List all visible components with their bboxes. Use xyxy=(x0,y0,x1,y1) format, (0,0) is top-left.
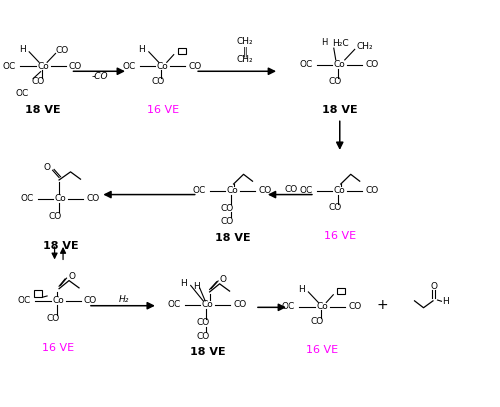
Text: CH₂: CH₂ xyxy=(236,55,254,64)
Text: 16 VE: 16 VE xyxy=(324,231,356,241)
Text: CO: CO xyxy=(348,302,362,311)
Text: OC: OC xyxy=(299,186,312,195)
Text: CO: CO xyxy=(221,217,234,226)
Text: Co: Co xyxy=(334,60,345,69)
Text: O: O xyxy=(431,282,438,291)
Text: CO: CO xyxy=(69,62,82,71)
Text: 16 VE: 16 VE xyxy=(42,343,74,353)
Text: H: H xyxy=(19,45,26,54)
Text: CO: CO xyxy=(84,296,97,305)
Text: 16 VE: 16 VE xyxy=(146,105,179,115)
Text: CO: CO xyxy=(221,204,234,213)
Text: OC: OC xyxy=(282,302,295,311)
Text: CO: CO xyxy=(151,77,164,86)
Text: CO: CO xyxy=(196,332,209,341)
Text: 18 VE: 18 VE xyxy=(42,241,78,251)
Text: CO: CO xyxy=(188,62,202,71)
Text: -CO: -CO xyxy=(91,72,108,81)
Bar xyxy=(178,48,186,54)
Text: Co: Co xyxy=(157,62,168,71)
Text: H: H xyxy=(298,285,304,294)
Text: O: O xyxy=(43,163,50,172)
Text: +: + xyxy=(376,298,388,312)
Text: Co: Co xyxy=(226,186,238,195)
Text: CO: CO xyxy=(310,317,324,326)
Text: Co: Co xyxy=(52,296,64,305)
Text: OC: OC xyxy=(167,300,180,309)
Text: CO: CO xyxy=(234,300,246,309)
Text: OC: OC xyxy=(18,296,31,305)
Text: CO: CO xyxy=(196,318,209,327)
Text: CO: CO xyxy=(366,60,379,69)
Text: CO: CO xyxy=(284,185,298,194)
Text: O: O xyxy=(219,275,226,284)
Text: CO: CO xyxy=(366,186,379,195)
Text: OC: OC xyxy=(299,60,312,69)
Text: Co: Co xyxy=(316,302,328,311)
Text: H: H xyxy=(138,45,145,54)
Text: OC: OC xyxy=(192,186,205,195)
Bar xyxy=(338,288,345,294)
Text: CH₂: CH₂ xyxy=(356,42,373,50)
Text: OC: OC xyxy=(122,62,136,71)
Text: CO: CO xyxy=(328,203,342,212)
Text: H₂C: H₂C xyxy=(332,39,349,48)
Text: 18 VE: 18 VE xyxy=(190,347,226,357)
Text: O: O xyxy=(68,272,75,281)
Text: Co: Co xyxy=(334,186,345,195)
Text: H: H xyxy=(194,282,200,291)
Text: OC: OC xyxy=(20,194,34,203)
Bar xyxy=(34,290,42,297)
Text: Co: Co xyxy=(54,194,66,203)
Text: CO: CO xyxy=(258,186,272,195)
Text: 18 VE: 18 VE xyxy=(215,233,250,243)
Text: OC: OC xyxy=(16,90,29,98)
Text: Co: Co xyxy=(37,62,49,71)
Text: CO: CO xyxy=(32,77,44,86)
Text: H₂: H₂ xyxy=(119,295,130,304)
Text: ‖: ‖ xyxy=(242,46,248,57)
Text: CO: CO xyxy=(49,212,62,221)
Text: CO: CO xyxy=(56,46,68,55)
Text: 18 VE: 18 VE xyxy=(26,105,61,115)
Text: H: H xyxy=(322,38,328,47)
Text: 16 VE: 16 VE xyxy=(306,345,338,355)
Text: 18 VE: 18 VE xyxy=(322,105,358,115)
Text: OC: OC xyxy=(2,62,16,71)
Text: CO: CO xyxy=(46,314,60,323)
Text: H: H xyxy=(442,297,449,306)
Text: CH₂: CH₂ xyxy=(236,37,254,46)
Text: CO: CO xyxy=(86,194,100,203)
Text: H: H xyxy=(180,279,187,288)
Text: CO: CO xyxy=(328,77,342,86)
Text: Co: Co xyxy=(202,300,213,309)
